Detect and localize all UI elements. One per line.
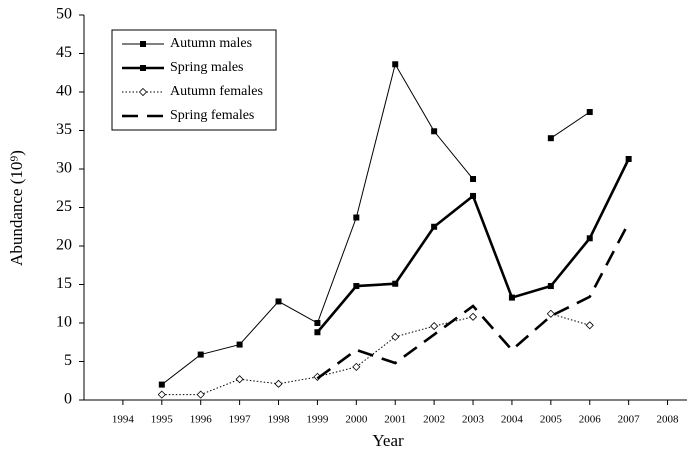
x-tick-label: 2006 [579,414,602,426]
x-tick-label: 1999 [306,414,329,426]
y-tick-label: 45 [56,44,72,61]
x-tick-label: 1996 [190,414,213,426]
data-point [392,280,399,287]
series-line [161,313,590,396]
data-point [470,176,477,183]
data-point [470,192,477,199]
data-point [625,155,632,162]
legend-label: Spring males [170,60,244,75]
data-point [353,214,360,221]
data-point [353,283,360,290]
x-tick-label: 2007 [618,414,641,426]
y-tick-label: 5 [64,352,72,369]
legend-marker [140,41,146,47]
x-tick-label: 2008 [657,414,680,426]
data-point [274,379,283,388]
x-tick-label: 2001 [384,414,406,426]
y-tick-label: 0 [64,391,72,408]
data-point [546,309,555,318]
data-point [196,390,205,399]
data-point [585,321,594,330]
data-point [391,332,400,341]
data-point [314,329,321,336]
legend-box [111,29,277,131]
y-tick-label: 25 [56,198,72,215]
data-point [468,312,478,321]
data-point [157,390,166,399]
y-tick-label: 30 [56,160,72,177]
data-point [431,128,438,135]
legend-marker [140,65,146,71]
x-axis-label: Year [372,431,404,450]
series-line [316,222,630,380]
data-point [158,381,165,388]
x-tick-label: 2003 [462,414,485,426]
y-tick-label: 40 [56,83,72,100]
x-tick-label: 2005 [540,414,563,426]
legend-label: Autumn males [170,36,252,51]
x-tick-label: 1994 [112,414,135,426]
data-point [275,298,282,305]
data-point [235,375,244,384]
y-tick-label: 35 [56,121,72,138]
data-point [508,294,515,301]
data-point [197,351,204,358]
data-point [352,362,361,371]
x-tick-label: 1997 [229,414,252,426]
data-point [314,320,321,326]
y-tick-label: 15 [56,275,72,292]
legend-label: Autumn females [170,84,263,99]
x-tick-label: 2002 [423,414,445,426]
data-point [586,109,593,116]
y-tick-label: 50 [56,6,72,23]
data-point [547,135,554,142]
data-point [392,61,399,68]
y-tick-label: 20 [56,237,72,254]
data-point [430,322,439,331]
legend-marker [138,87,148,97]
y-tick-label: 10 [56,314,72,331]
y-axis-label: Abundance (10⁹) [7,150,26,266]
x-tick-label: 2004 [501,414,524,426]
x-tick-label: 2000 [345,414,368,426]
x-tick-label: 1998 [268,414,291,426]
data-point [547,283,554,290]
data-point [236,341,243,348]
data-point [431,223,438,230]
legend-label: Spring females [170,108,254,123]
data-point [586,235,593,242]
x-tick-label: 1995 [151,414,174,426]
legend: Autumn males Spring males Autumn females Sp… [111,29,277,131]
